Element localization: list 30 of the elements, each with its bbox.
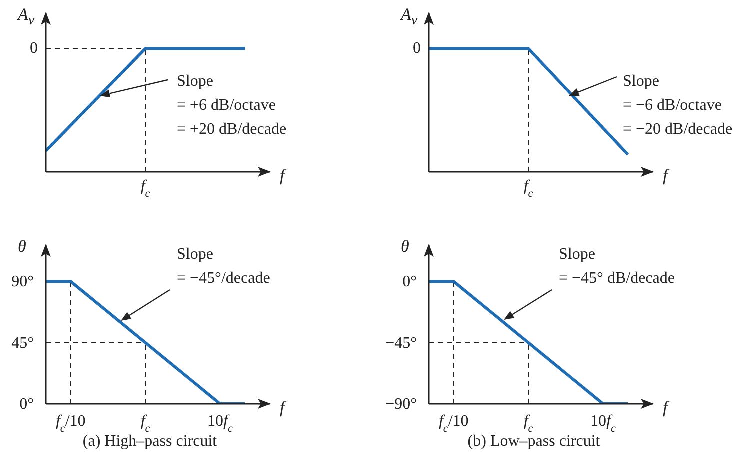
y-tick-label: 45° <box>12 334 34 352</box>
text: (b) Low–pass circuit <box>468 433 600 450</box>
y-tick-label: −90° <box>386 396 417 413</box>
y-tick-label: 0° <box>402 274 417 291</box>
text: 0 <box>29 39 38 59</box>
y-tick-label: 90° <box>12 274 34 291</box>
x-tick-label: 10f$_{c}$ <box>590 413 616 435</box>
text: f$_{c}$ <box>524 178 534 200</box>
x-tick-label: f$_{c}$ <box>140 413 150 435</box>
text: f$_{c}$ <box>140 178 150 200</box>
y-tick-label: −45° <box>386 334 417 352</box>
y-tick-label: 0° <box>20 396 34 413</box>
x-tick-label: f$_{c}$ <box>524 413 534 435</box>
y-axis-title: θ <box>401 237 410 257</box>
annotation: Slope = +6 dB/octave = +20 dB/decade <box>177 72 287 140</box>
annotation: Slope = −45° dB/decade <box>559 245 675 289</box>
x-axis-title: f <box>280 166 285 186</box>
x-tick-label: f$_{c}$/10 <box>56 413 86 435</box>
y-axis-title: A$_{v}$ <box>18 5 35 30</box>
y-axis-title: A$_{v}$ <box>401 5 418 30</box>
x-axis-title: f <box>280 398 285 418</box>
annotation: Slope = −6 dB/octave = −20 dB/decade <box>623 72 733 140</box>
x-tick-label: 10f$_{c}$ <box>208 413 233 435</box>
x-axis-title: f <box>663 398 668 418</box>
x-axis-title: f <box>663 166 668 186</box>
text: (a) High–pass circuit <box>82 433 218 450</box>
text: 0 <box>412 39 421 59</box>
annotation: Slope = −45°/decade <box>177 245 270 289</box>
y-axis-title: θ <box>18 237 26 257</box>
x-tick-label: f$_{c}$/10 <box>438 413 469 435</box>
